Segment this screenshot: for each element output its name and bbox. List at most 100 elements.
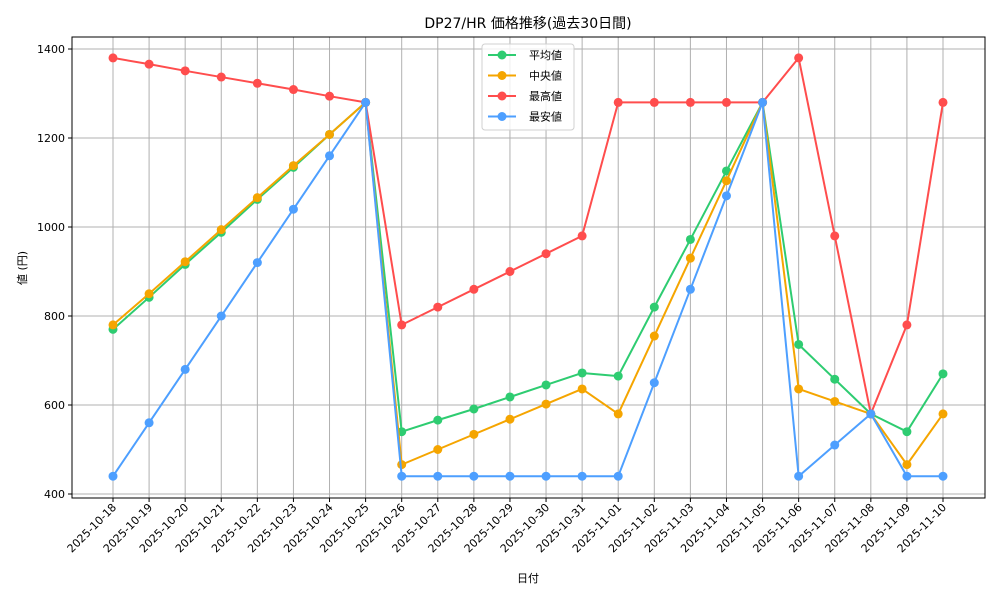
data-point-marker <box>830 396 840 406</box>
y-tick-label: 1400 <box>37 43 65 56</box>
data-point-marker <box>577 471 587 481</box>
data-point-marker <box>288 85 298 95</box>
legend-item: 最高値 <box>488 89 562 103</box>
data-point-marker <box>938 471 948 481</box>
data-point-marker <box>866 409 876 419</box>
data-point-marker <box>685 234 695 244</box>
data-point-marker <box>469 404 479 414</box>
legend-marker-icon <box>497 112 507 121</box>
series-line <box>112 101 944 433</box>
data-point-marker <box>108 471 118 481</box>
data-series <box>108 53 948 481</box>
series-line <box>112 101 943 478</box>
y-tick-label: 400 <box>44 488 65 501</box>
data-point-marker <box>216 225 226 235</box>
data-point-marker <box>397 320 407 330</box>
data-point-marker <box>433 471 443 481</box>
data-point-marker <box>361 97 371 107</box>
data-point-marker <box>216 311 226 321</box>
data-point-marker <box>541 249 551 259</box>
plot-area-frame <box>71 36 986 499</box>
x-axis-ticks: 2025-10-182025-10-192025-10-202025-10-21… <box>65 498 949 555</box>
legend-label: 最安値 <box>529 110 562 124</box>
x-axis-label: 日付 <box>517 572 539 585</box>
data-point-marker <box>577 231 587 241</box>
legend-marker-icon <box>497 50 507 60</box>
y-tick-label: 600 <box>44 399 65 412</box>
data-point-marker <box>721 176 731 186</box>
data-point-marker <box>794 471 804 481</box>
series-line <box>112 101 944 466</box>
data-point-marker <box>252 193 262 203</box>
chart-title: DP27/HR 価格推移(過去30日間) <box>424 16 631 32</box>
data-point-marker <box>613 471 623 481</box>
y-axis-label: 値 (円) <box>16 251 29 285</box>
series-0 <box>108 97 948 437</box>
data-point-marker <box>938 409 948 419</box>
y-tick-label: 1200 <box>37 132 65 145</box>
data-point-marker <box>577 368 587 378</box>
data-point-marker <box>252 258 262 268</box>
legend-box <box>481 43 575 131</box>
data-point-marker <box>469 284 479 294</box>
data-point-marker <box>613 97 623 107</box>
legend-label: 中央値 <box>529 70 562 83</box>
data-point-marker <box>433 302 443 312</box>
data-point-marker <box>433 415 443 425</box>
legend-item: 中央値 <box>488 70 562 83</box>
data-point-marker <box>505 471 515 481</box>
data-point-marker <box>325 129 335 139</box>
data-point-marker <box>794 384 804 394</box>
data-point-marker <box>758 97 768 107</box>
series-1 <box>108 97 948 470</box>
data-point-marker <box>938 97 948 107</box>
legend-item: 最安値 <box>488 110 562 124</box>
data-point-marker <box>649 331 659 341</box>
y-tick-label: 800 <box>44 310 65 323</box>
data-point-marker <box>541 399 551 409</box>
data-point-marker <box>830 374 840 384</box>
data-point-marker <box>794 339 804 349</box>
y-tick-label: 1000 <box>37 221 65 234</box>
data-point-marker <box>721 166 731 176</box>
series-line <box>112 56 944 415</box>
data-point-marker <box>288 204 298 214</box>
data-point-marker <box>144 59 154 69</box>
legend-label: 最高値 <box>529 89 562 103</box>
data-point-marker <box>505 414 515 424</box>
data-point-marker <box>685 253 695 263</box>
data-point-marker <box>577 384 587 394</box>
data-point-marker <box>144 418 154 428</box>
y-axis-ticks: 400 600 800 1000 1200 1400 <box>37 43 72 501</box>
data-point-marker <box>902 320 912 330</box>
data-point-marker <box>685 97 695 107</box>
data-point-marker <box>180 257 190 267</box>
data-point-marker <box>469 471 479 481</box>
data-point-marker <box>830 440 840 450</box>
data-point-marker <box>649 97 659 107</box>
data-point-marker <box>613 409 623 419</box>
data-point-marker <box>108 320 118 330</box>
data-point-marker <box>216 72 226 82</box>
data-point-marker <box>902 427 912 437</box>
series-3 <box>108 97 948 481</box>
legend-item: 平均値 <box>488 49 562 62</box>
data-point-marker <box>649 302 659 312</box>
data-point-marker <box>649 378 659 388</box>
data-point-marker <box>938 369 948 379</box>
data-point-marker <box>613 371 623 381</box>
legend-marker-icon <box>497 91 507 101</box>
data-point-marker <box>505 267 515 277</box>
data-point-marker <box>180 66 190 76</box>
legend-marker-icon <box>497 71 507 80</box>
data-point-marker <box>469 429 479 439</box>
data-point-marker <box>505 392 515 402</box>
legend-label: 平均値 <box>529 49 562 62</box>
data-point-marker <box>144 289 154 299</box>
data-point-marker <box>397 471 407 481</box>
data-point-marker <box>830 231 840 241</box>
data-point-marker <box>252 78 262 88</box>
